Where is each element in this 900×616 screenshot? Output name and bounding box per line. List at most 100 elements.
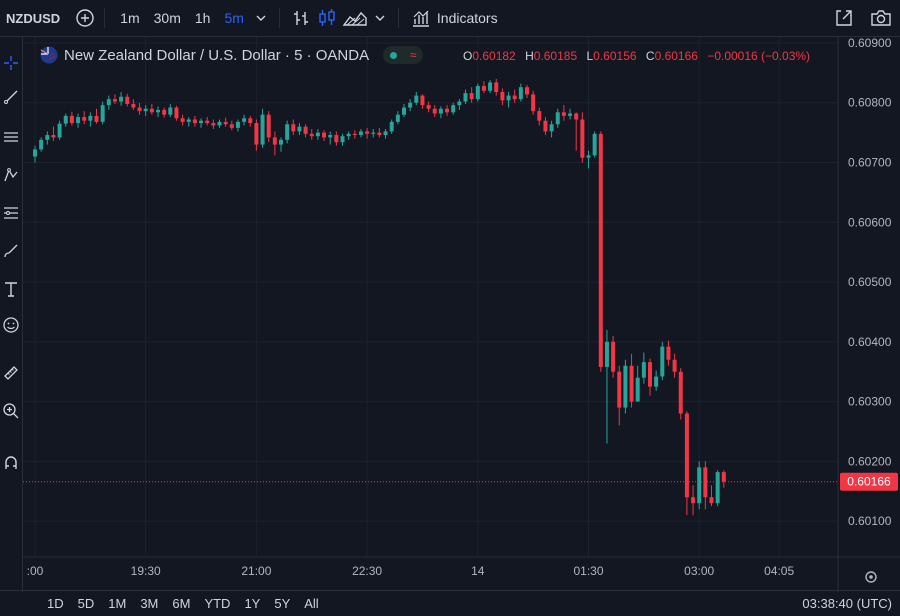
candle[interactable] [279, 137, 283, 152]
candle[interactable] [143, 105, 148, 116]
candle[interactable] [451, 102, 456, 115]
candle[interactable] [586, 150, 591, 169]
indicators-button[interactable]: Indicators [407, 4, 502, 32]
candle[interactable] [199, 118, 204, 128]
symbol-search[interactable]: NZDUSD [6, 10, 61, 26]
candle[interactable] [106, 95, 111, 110]
candle[interactable] [426, 101, 431, 113]
candle[interactable] [660, 341, 665, 381]
brush-tool[interactable] [0, 239, 22, 263]
candle[interactable] [309, 129, 314, 140]
candle[interactable] [125, 93, 130, 107]
candle[interactable] [402, 103, 406, 118]
candle[interactable] [285, 120, 290, 144]
candle[interactable] [672, 353, 677, 378]
candle[interactable] [266, 111, 271, 143]
candle[interactable] [352, 130, 357, 139]
candle[interactable] [494, 78, 499, 96]
candle[interactable] [598, 131, 603, 372]
candle[interactable] [358, 129, 363, 138]
candle[interactable] [248, 115, 253, 127]
range-ytd[interactable]: YTD [204, 596, 231, 611]
candle[interactable] [697, 461, 702, 510]
range-1d[interactable]: 1D [47, 596, 64, 611]
candle[interactable] [525, 84, 529, 98]
candle[interactable] [641, 352, 646, 384]
pattern-tool[interactable] [0, 163, 22, 187]
candle[interactable] [629, 353, 634, 408]
candle[interactable] [703, 461, 708, 510]
fib-tool[interactable] [0, 201, 22, 225]
candle[interactable] [408, 99, 413, 112]
candle[interactable] [211, 119, 216, 130]
emoji-tool[interactable] [0, 313, 22, 337]
candle[interactable] [635, 365, 640, 402]
candle[interactable] [543, 117, 548, 136]
candle[interactable] [137, 102, 142, 115]
candle[interactable] [242, 114, 247, 126]
candle[interactable] [33, 145, 37, 163]
candle[interactable] [648, 358, 652, 396]
candle[interactable] [334, 131, 339, 146]
candle[interactable] [666, 340, 671, 366]
candle[interactable] [297, 123, 302, 136]
candle[interactable] [365, 127, 370, 139]
candle[interactable] [205, 117, 210, 126]
candle[interactable] [592, 131, 597, 158]
candle[interactable] [229, 120, 234, 131]
candle[interactable] [623, 359, 628, 414]
candle[interactable] [691, 485, 696, 516]
range-5y[interactable]: 5Y [274, 596, 291, 611]
candle[interactable] [69, 111, 74, 126]
candles-chart-type-button[interactable] [314, 4, 340, 32]
candle[interactable] [654, 370, 659, 391]
compare-add-button[interactable] [74, 4, 96, 32]
candle[interactable] [561, 105, 566, 121]
candle[interactable] [45, 131, 50, 145]
candle[interactable] [506, 91, 511, 108]
candle[interactable] [420, 94, 425, 109]
candle[interactable] [291, 119, 296, 136]
candle[interactable] [531, 90, 536, 115]
candle[interactable] [156, 106, 160, 118]
chart-settings-gear-icon[interactable] [865, 571, 877, 583]
bar-chart-type-button[interactable] [288, 4, 314, 32]
candle[interactable] [715, 470, 720, 507]
candle[interactable] [82, 111, 87, 125]
candle[interactable] [131, 99, 136, 110]
range-all[interactable]: All [304, 596, 319, 611]
zoom-tool[interactable] [0, 399, 22, 423]
candle[interactable] [611, 335, 616, 378]
candle[interactable] [488, 80, 493, 94]
candle[interactable] [94, 108, 99, 124]
candle[interactable] [445, 105, 450, 116]
candle[interactable] [721, 470, 726, 488]
instrument-title[interactable]: New Zealand Dollar / U.S. Dollar · 5 · O… [64, 46, 370, 64]
candle[interactable] [303, 124, 308, 138]
chart-type-dropdown[interactable] [370, 4, 390, 32]
candle[interactable] [340, 133, 345, 146]
candle[interactable] [537, 107, 542, 126]
candle[interactable] [63, 113, 68, 127]
candle[interactable] [254, 119, 259, 151]
candle[interactable] [549, 120, 554, 138]
candle[interactable] [260, 108, 265, 148]
candle[interactable] [389, 119, 394, 134]
candle[interactable] [272, 131, 277, 156]
candle[interactable] [568, 108, 573, 120]
candle[interactable] [475, 83, 480, 102]
candle[interactable] [512, 89, 517, 103]
candle[interactable] [500, 88, 505, 106]
candle[interactable] [88, 112, 93, 127]
timeframe-1m[interactable]: 1m [120, 10, 140, 26]
candle[interactable] [119, 91, 124, 106]
candle[interactable] [383, 129, 388, 139]
range-6m[interactable]: 6M [172, 596, 191, 611]
candle[interactable] [414, 91, 419, 106]
candle[interactable] [76, 113, 81, 128]
candle[interactable] [469, 87, 474, 103]
candle[interactable] [186, 117, 191, 127]
market-status-pill[interactable]: ≈ [383, 46, 424, 64]
candle[interactable] [180, 114, 185, 126]
measure-tool[interactable] [0, 361, 22, 385]
